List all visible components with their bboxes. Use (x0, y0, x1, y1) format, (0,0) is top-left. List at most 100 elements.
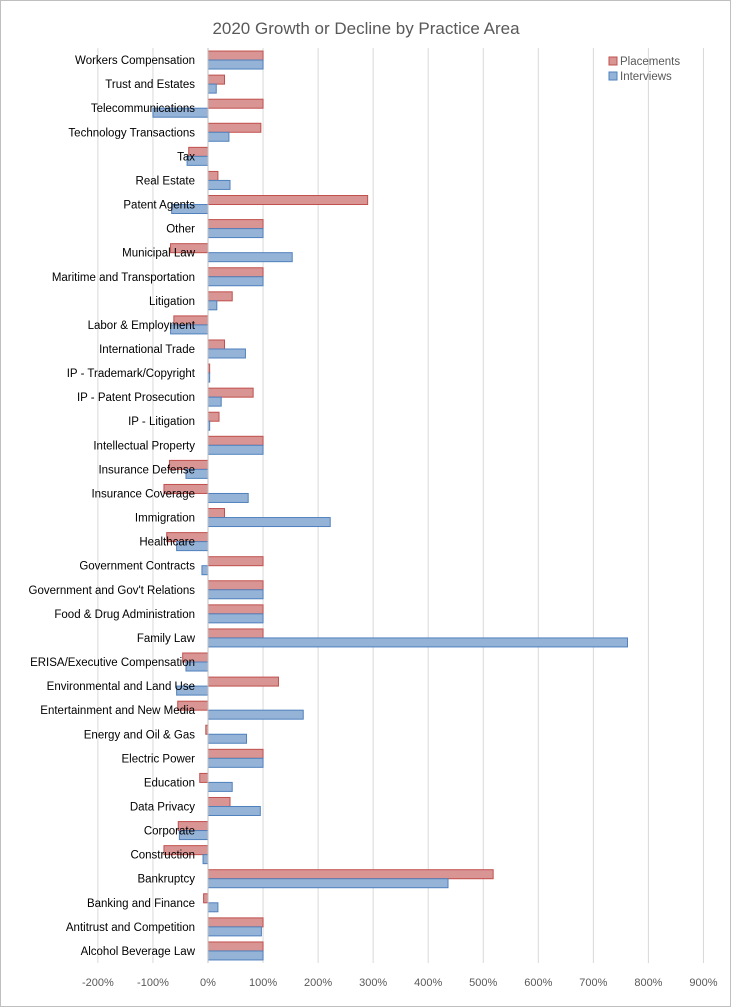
bar-interviews-maritime-and-transportation (207, 276, 264, 287)
category-label-food-drug-administration: Food & Drug Administration (54, 609, 195, 621)
bar-placements-data-privacy (207, 796, 231, 807)
category-label-ip-patent-prosecution: IP - Patent Prosecution (77, 392, 195, 404)
category-label-erisa-executive-compensation: ERISA/Executive Compensation (30, 657, 195, 669)
bar-placements-workers-compensation (207, 50, 264, 61)
bar-interviews-international-trade (207, 348, 246, 359)
bar-placements-bankruptcy (207, 869, 494, 880)
x-tick-label: 600% (524, 977, 552, 989)
bar-interviews-entertainment-and-new-media (207, 709, 304, 720)
category-label-ip-trademark-copyright: IP - Trademark/Copyright (67, 368, 196, 380)
bar-placements-patent-agents (207, 195, 369, 206)
category-label-municipal-law: Municipal Law (122, 248, 196, 260)
bar-interviews-government-contracts (201, 565, 209, 576)
bar-interviews-insurance-coverage (207, 492, 249, 503)
category-label-maritime-and-transportation: Maritime and Transportation (52, 272, 195, 284)
category-label-entertainment-and-new-media: Entertainment and New Media (40, 705, 195, 717)
category-label-trust-and-estates: Trust and Estates (105, 79, 195, 91)
bar-interviews-technology-transactions (207, 131, 230, 142)
bar-placements-ip-litigation (207, 411, 220, 422)
bar-interviews-antitrust-and-competition (207, 926, 262, 937)
category-label-banking-and-finance: Banking and Finance (87, 898, 195, 910)
bar-interviews-ip-patent-prosecution (207, 396, 222, 407)
bar-interviews-banking-and-finance (207, 902, 219, 913)
category-label-education: Education (144, 777, 195, 789)
bar-placements-electric-power (207, 748, 264, 759)
bar-placements-government-contracts (207, 556, 264, 567)
bar-interviews-real-estate (207, 179, 231, 190)
bar-placements-education (199, 772, 209, 783)
x-tick-label: -100% (137, 977, 169, 989)
category-label-patent-agents: Patent Agents (123, 200, 195, 212)
bars (152, 48, 628, 963)
bar-placements-international-trade (207, 339, 226, 350)
category-label-workers-compensation: Workers Compensation (75, 55, 195, 67)
legend-label-interviews: Interviews (620, 71, 672, 83)
bar-interviews-municipal-law (207, 252, 293, 263)
bar-interviews-food-drug-administration (207, 613, 264, 624)
x-tick-label: 300% (359, 977, 387, 989)
category-label-international-trade: International Trade (99, 344, 195, 356)
bar-interviews-energy-and-oil-gas (207, 733, 248, 744)
category-label-insurance-coverage: Insurance Coverage (91, 488, 195, 500)
x-tick-labels: -200% -100% 0% 100% 200% 300% 400% 500% 600% 700%… (82, 977, 718, 989)
bar-interviews-trust-and-estates (207, 83, 217, 94)
category-label-litigation: Litigation (149, 296, 195, 308)
legend: Placements Interviews (608, 56, 680, 83)
category-label-electric-power: Electric Power (122, 753, 196, 765)
category-label-corporate: Corporate (144, 826, 195, 838)
bar-interviews-alcohol-beverage-law (207, 950, 264, 961)
bar-interviews-education (207, 781, 233, 792)
category-label-alcohol-beverage-law: Alcohol Beverage Law (81, 946, 196, 958)
x-tick-label: 0% (200, 977, 216, 989)
category-label-government-contracts: Government Contracts (79, 561, 195, 573)
bar-placements-banking-and-finance (203, 893, 209, 904)
category-label-other: Other (166, 224, 195, 236)
bar-placements-technology-transactions (207, 122, 262, 133)
category-label-energy-and-oil-gas: Energy and Oil & Gas (84, 729, 195, 741)
category-label-healthcare: Healthcare (139, 537, 195, 549)
bar-placements-telecommunications (207, 98, 264, 109)
bar-interviews-electric-power (207, 757, 264, 768)
bar-placements-litigation (207, 291, 233, 302)
bar-interviews-construction (202, 854, 209, 865)
x-tick-label: -200% (82, 977, 114, 989)
category-label-bankruptcy: Bankruptcy (137, 874, 195, 886)
bar-placements-other (207, 219, 264, 230)
bar-placements-family-law (207, 628, 264, 639)
bar-placements-environmental-and-land-use (207, 676, 279, 687)
bar-placements-intellectual-property (207, 435, 264, 446)
category-labels: Workers Compensation Trust and Estates Tel… (29, 55, 196, 958)
bar-placements-government-and-gov-t-relations (207, 580, 264, 591)
bar-interviews-intellectual-property (207, 444, 264, 455)
category-label-technology-transactions: Technology Transactions (68, 127, 195, 139)
category-label-tax: Tax (177, 151, 195, 163)
bar-interviews-government-and-gov-t-relations (207, 589, 264, 600)
x-tick-label: 700% (579, 977, 607, 989)
bar-interviews-workers-compensation (207, 59, 264, 70)
x-tick-label: 900% (689, 977, 717, 989)
legend-swatch-interviews (608, 71, 618, 81)
x-tick-label: 400% (414, 977, 442, 989)
category-label-labor-employment: Labor & Employment (88, 320, 196, 332)
bar-interviews-family-law (207, 637, 628, 648)
bar-placements-food-drug-administration (207, 604, 264, 615)
x-tick-label: 200% (304, 977, 332, 989)
bar-placements-real-estate (207, 170, 219, 181)
x-tick-label: 100% (249, 977, 277, 989)
category-label-construction: Construction (130, 850, 195, 862)
bar-interviews-litigation (207, 300, 218, 311)
chart-title: 2020 Growth or Decline by Practice Area (212, 19, 520, 38)
bar-interviews-data-privacy (207, 805, 261, 816)
category-label-antitrust-and-competition: Antitrust and Competition (66, 922, 195, 934)
category-label-ip-litigation: IP - Litigation (128, 416, 195, 428)
bar-interviews-other (207, 228, 264, 239)
category-label-government-and-gov-t-relations: Government and Gov't Relations (29, 585, 196, 597)
bar-placements-antitrust-and-competition (207, 917, 264, 928)
category-label-telecommunications: Telecommunications (91, 103, 195, 115)
bar-placements-immigration (207, 508, 226, 519)
category-label-family-law: Family Law (137, 633, 196, 645)
category-label-real-estate: Real Estate (136, 175, 195, 187)
legend-swatch-placements (608, 56, 618, 66)
category-label-environmental-and-land-use: Environmental and Land Use (47, 681, 195, 693)
